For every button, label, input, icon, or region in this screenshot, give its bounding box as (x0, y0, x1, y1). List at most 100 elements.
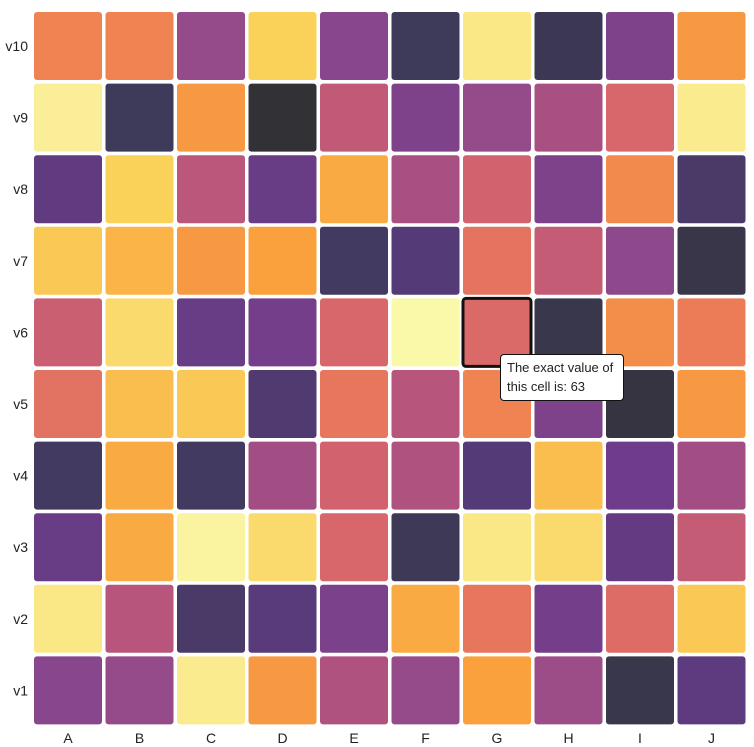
heatmap-cell-e-v2[interactable] (320, 584, 388, 653)
heatmap-cell-e-v4[interactable] (320, 441, 388, 510)
heatmap-cell-h-v4[interactable] (534, 441, 603, 510)
heatmap-cell-f-v10[interactable] (391, 12, 460, 80)
heatmap-cell-i-v8[interactable] (606, 155, 674, 224)
heatmap-cell-g-v4[interactable] (463, 441, 531, 510)
heatmap-cell-b-v5[interactable] (105, 370, 174, 438)
heatmap-cell-g-v3[interactable] (463, 513, 531, 582)
heatmap-cell-e-v5[interactable] (320, 370, 388, 438)
heatmap-cell-h-v3[interactable] (534, 513, 603, 582)
heatmap-cell-f-v4[interactable] (391, 441, 460, 510)
heatmap-cell-e-v9[interactable] (320, 83, 388, 152)
heatmap-cell-i-v7[interactable] (606, 226, 674, 295)
heatmap-cell-c-v1[interactable] (177, 656, 245, 725)
heatmap-cell-a-v10[interactable] (34, 12, 102, 80)
heatmap-cell-j-v9[interactable] (677, 83, 746, 152)
heatmap-cell-g-v8[interactable] (463, 155, 531, 224)
heatmap-cell-j-v7[interactable] (677, 226, 746, 295)
heatmap-cell-d-v7[interactable] (248, 226, 317, 295)
heatmap-cell-d-v1[interactable] (248, 656, 317, 725)
heatmap-cell-d-v2[interactable] (248, 584, 317, 653)
heatmap-cell-b-v10[interactable] (105, 12, 174, 80)
heatmap-cell-b-v1[interactable] (105, 656, 174, 725)
heatmap-cell-h-v6[interactable] (534, 298, 603, 367)
heatmap-cell-c-v9[interactable] (177, 83, 245, 152)
heatmap-cell-i-v2[interactable] (606, 584, 674, 653)
heatmap-cell-e-v6[interactable] (320, 298, 388, 367)
heatmap-cell-j-v2[interactable] (677, 584, 746, 653)
heatmap-cell-i-v9[interactable] (606, 83, 674, 152)
heatmap-cell-c-v10[interactable] (177, 12, 245, 80)
heatmap-cell-d-v8[interactable] (248, 155, 317, 224)
heatmap-cell-f-v7[interactable] (391, 226, 460, 295)
heatmap-cell-a-v6[interactable] (34, 298, 102, 367)
heatmap-cell-d-v3[interactable] (248, 513, 317, 582)
heatmap-cell-g-v2[interactable] (463, 584, 531, 653)
heatmap-cell-c-v8[interactable] (177, 155, 245, 224)
heatmap-cell-c-v6[interactable] (177, 298, 245, 367)
heatmap-cell-e-v8[interactable] (320, 155, 388, 224)
heatmap-cell-j-v4[interactable] (677, 441, 746, 510)
y-tick-v2: v2 (13, 611, 28, 627)
heatmap-cell-h-v8[interactable] (534, 155, 603, 224)
heatmap-cell-a-v4[interactable] (34, 441, 102, 510)
x-axis-labels: A B C D E F G H I J (63, 730, 715, 746)
heatmap-cell-b-v4[interactable] (105, 441, 174, 510)
heatmap-cell-i-v1[interactable] (606, 656, 674, 725)
heatmap-cell-a-v3[interactable] (34, 513, 102, 582)
heatmap-cell-e-v7[interactable] (320, 226, 388, 295)
heatmap-cell-d-v10[interactable] (248, 12, 317, 80)
heatmap-cell-i-v10[interactable] (606, 12, 674, 80)
heatmap-cell-a-v1[interactable] (34, 656, 102, 725)
heatmap-cell-g-v6[interactable] (463, 298, 531, 367)
heatmap-cell-c-v5[interactable] (177, 370, 245, 438)
heatmap-cell-c-v4[interactable] (177, 441, 245, 510)
heatmap-cell-h-v10[interactable] (534, 12, 603, 80)
heatmap-cell-d-v9[interactable] (248, 83, 317, 152)
heatmap-cell-d-v4[interactable] (248, 441, 317, 510)
heatmap-cell-f-v5[interactable] (391, 370, 460, 438)
heatmap-cell-g-v10[interactable] (463, 12, 531, 80)
heatmap-cell-a-v5[interactable] (34, 370, 102, 438)
heatmap-cell-b-v8[interactable] (105, 155, 174, 224)
heatmap-cell-h-v7[interactable] (534, 226, 603, 295)
heatmap-cell-e-v3[interactable] (320, 513, 388, 582)
heatmap-cell-j-v1[interactable] (677, 656, 746, 725)
heatmap-cell-e-v10[interactable] (320, 12, 388, 80)
heatmap-cell-a-v2[interactable] (34, 584, 102, 653)
heatmap-cell-h-v9[interactable] (534, 83, 603, 152)
heatmap-cell-b-v6[interactable] (105, 298, 174, 367)
heatmap-cell-j-v6[interactable] (677, 298, 746, 367)
heatmap-cell-j-v5[interactable] (677, 370, 746, 438)
heatmap-cell-d-v5[interactable] (248, 370, 317, 438)
heatmap-cell-j-v10[interactable] (677, 12, 746, 80)
heatmap-cell-b-v7[interactable] (105, 226, 174, 295)
heatmap-cell-c-v7[interactable] (177, 226, 245, 295)
heatmap-cell-f-v8[interactable] (391, 155, 460, 224)
heatmap-cell-i-v3[interactable] (606, 513, 674, 582)
heatmap-cell-h-v2[interactable] (534, 584, 603, 653)
heatmap-cell-a-v8[interactable] (34, 155, 102, 224)
heatmap-cell-f-v6[interactable] (391, 298, 460, 367)
heatmap-cell-a-v9[interactable] (34, 83, 102, 152)
heatmap-cell-j-v3[interactable] (677, 513, 746, 582)
heatmap-cell-f-v3[interactable] (391, 513, 460, 582)
y-tick-v3: v3 (13, 539, 28, 555)
heatmap-cell-g-v9[interactable] (463, 83, 531, 152)
heatmap-cell-i-v4[interactable] (606, 441, 674, 510)
heatmap-cell-d-v6[interactable] (248, 298, 317, 367)
heatmap-cell-f-v1[interactable] (391, 656, 460, 725)
heatmap-cell-g-v7[interactable] (463, 226, 531, 295)
heatmap-cell-c-v2[interactable] (177, 584, 245, 653)
heatmap-cell-g-v1[interactable] (463, 656, 531, 725)
heatmap-cell-f-v9[interactable] (391, 83, 460, 152)
heatmap-cell-c-v3[interactable] (177, 513, 245, 582)
heatmap-cell-h-v1[interactable] (534, 656, 603, 725)
heatmap-cell-j-v8[interactable] (677, 155, 746, 224)
heatmap-cell-b-v9[interactable] (105, 83, 174, 152)
heatmap-cell-f-v2[interactable] (391, 584, 460, 653)
heatmap-cell-b-v3[interactable] (105, 513, 174, 582)
heatmap-cell-a-v7[interactable] (34, 226, 102, 295)
heatmap-cell-b-v2[interactable] (105, 584, 174, 653)
heatmap-cell-e-v1[interactable] (320, 656, 388, 725)
heatmap-cell-i-v6[interactable] (606, 298, 674, 367)
